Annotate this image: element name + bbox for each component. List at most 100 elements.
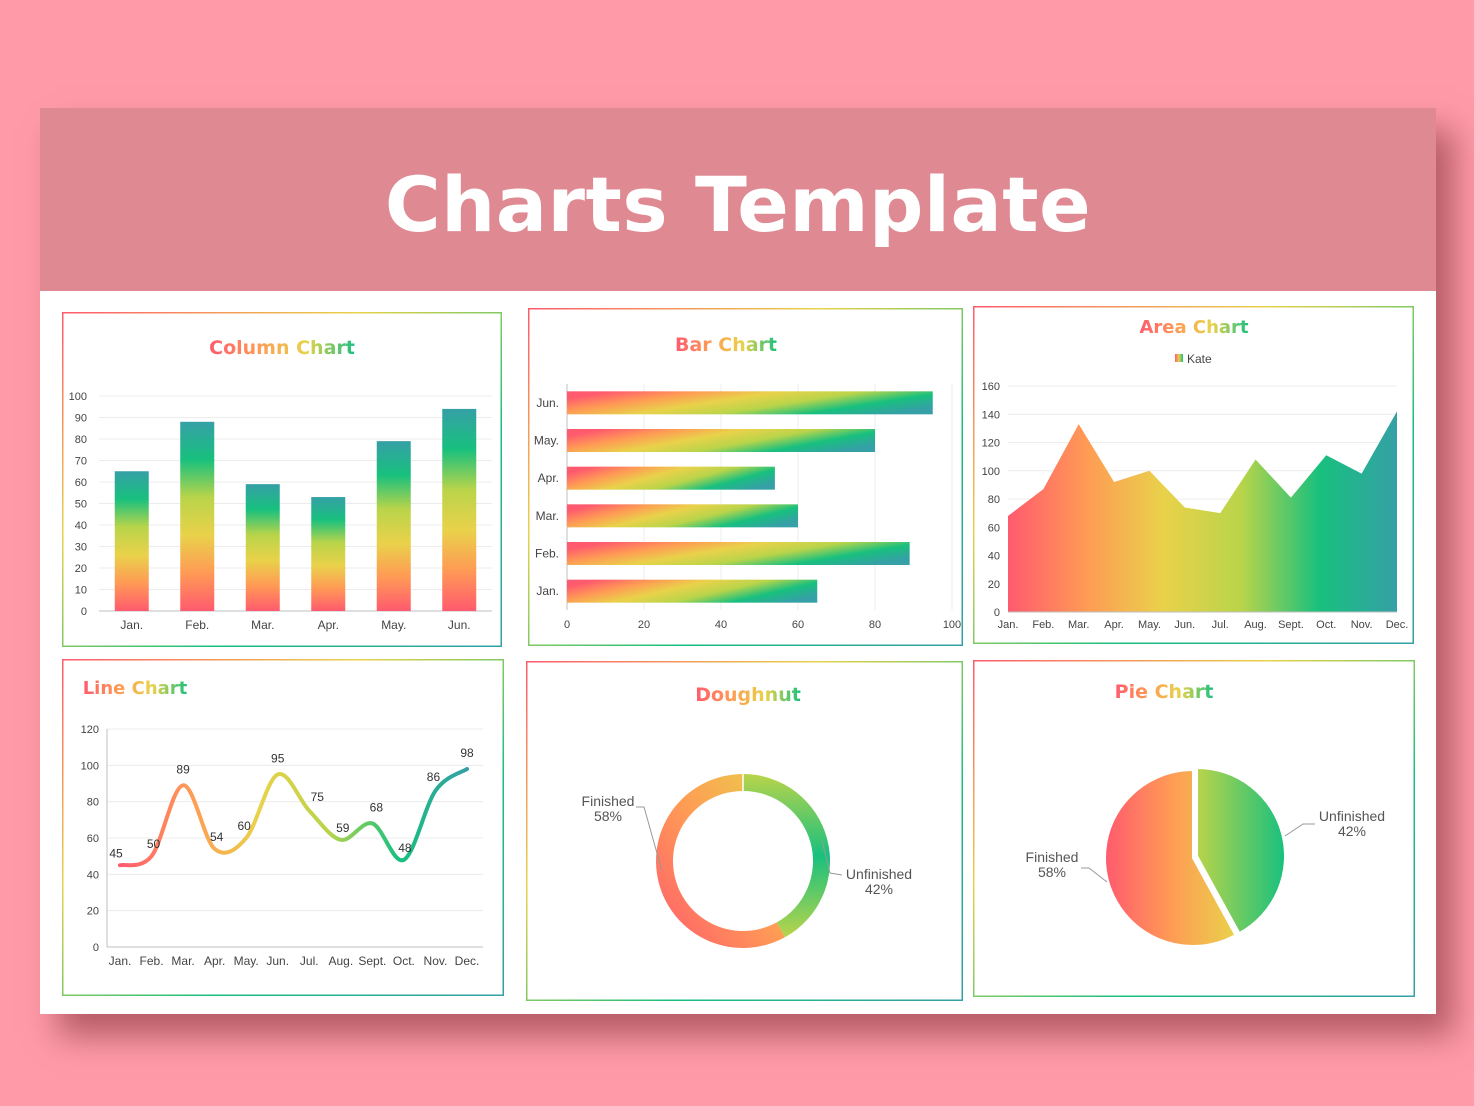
slice-value: 58%	[594, 808, 622, 824]
x-tick-label: Apr.	[318, 618, 339, 632]
leader-line-finished	[1081, 867, 1108, 883]
data-label: 54	[210, 830, 224, 844]
slide-title: Charts Template	[384, 160, 1092, 249]
y-tick-label: 10	[75, 585, 87, 597]
x-tick-label: Nov.	[424, 954, 448, 968]
area-chart: Area Chart Kate 0 20 40 60 80 100 120 140 160 Jan. F…	[973, 306, 1414, 644]
doughnut-slice-unfinished	[743, 774, 830, 938]
data-label: 50	[147, 837, 161, 851]
data-label: 68	[370, 800, 384, 814]
legend-swatch	[1175, 354, 1183, 362]
x-tick-label: May.	[1138, 619, 1161, 631]
area-series-kate	[1008, 411, 1397, 612]
slice-value: 58%	[1038, 864, 1066, 880]
x-tick-label: Mar.	[1068, 619, 1089, 631]
column-chart-panel: Column Chart 0 10 20 30 40 50 60 70 80 90 100 Jan. Fe…	[62, 312, 502, 647]
x-tick-label: Oct.	[1316, 619, 1336, 631]
doughnut-chart-panel: Doughnut Finished 58% Unfinished 42%	[526, 661, 963, 1001]
x-tick-label: Sept.	[1278, 619, 1304, 631]
x-tick-label: 40	[715, 619, 727, 631]
x-tick-label: Aug.	[1244, 619, 1267, 631]
x-tick-label: 80	[869, 619, 881, 631]
x-tick-label: Aug.	[328, 954, 353, 968]
x-tick-label: Apr.	[204, 954, 225, 968]
x-tick-label: Jan.	[120, 618, 143, 632]
slice-label: Unfinished	[846, 866, 912, 882]
x-tick-label: Jun.	[448, 618, 471, 632]
column-chart-border	[62, 312, 502, 647]
line-chart-border	[62, 659, 504, 996]
slice-value: 42%	[1338, 823, 1366, 839]
pie-slice-finished	[1104, 768, 1237, 947]
x-tick-label: May.	[234, 954, 259, 968]
y-tick-label: Feb.	[535, 547, 559, 561]
y-tick-label: 160	[982, 381, 1000, 393]
column-chart-title: Column Chart	[209, 337, 355, 359]
y-tick-label: Jan.	[536, 584, 559, 598]
horizontal-bar	[567, 579, 818, 603]
horizontal-bar	[567, 542, 910, 565]
x-tick-label: Feb.	[185, 618, 209, 632]
y-tick-label: 50	[75, 499, 87, 511]
x-tick-label: Mar.	[251, 618, 274, 632]
x-tick-label: Feb.	[140, 954, 164, 968]
x-tick-label: 60	[792, 619, 804, 631]
slice-label: Finished	[582, 793, 635, 809]
y-tick-label: Mar.	[536, 509, 559, 523]
data-label: 60	[238, 819, 252, 833]
y-tick-label: 20	[75, 563, 87, 575]
slice-value: 42%	[865, 881, 893, 897]
x-tick-label: Nov.	[1351, 619, 1373, 631]
y-tick-label: 100	[982, 466, 1000, 478]
x-tick-label: May.	[381, 618, 406, 632]
x-tick-label: Apr.	[1104, 619, 1124, 631]
line-chart: Line Chart 0 20 40 60 80 100 120 45 Jan. 50 Feb. 89 M…	[62, 659, 504, 996]
horizontal-bar	[567, 391, 933, 415]
data-label: 95	[271, 751, 285, 765]
y-tick-label: 0	[81, 606, 87, 618]
y-tick-label: 0	[93, 942, 99, 954]
line-chart-panel: Line Chart 0 20 40 60 80 100 120 45 Jan. 50 Feb. 89 M…	[62, 659, 504, 996]
x-tick-label: Jun.	[1174, 619, 1195, 631]
pie-chart-panel: Pie Chart Finished 58% Unfinished 42%	[973, 660, 1415, 997]
pie-slice-unfinished	[1196, 766, 1286, 935]
y-tick-label: 80	[87, 797, 99, 809]
data-label: 59	[336, 821, 350, 835]
doughnut-chart-title: Doughnut	[695, 684, 801, 706]
y-tick-label: 120	[982, 438, 1000, 450]
horizontal-bar	[567, 466, 775, 490]
pie-chart-title: Pie Chart	[1115, 681, 1214, 703]
column-bar	[245, 484, 280, 611]
x-tick-label: Jan.	[998, 619, 1019, 631]
y-tick-label: 0	[994, 607, 1000, 619]
column-bar	[180, 421, 215, 611]
x-tick-label: Jan.	[109, 954, 132, 968]
x-tick-label: 100	[943, 619, 961, 631]
leader-line-finished	[636, 806, 663, 872]
y-tick-label: Apr.	[538, 471, 559, 485]
y-tick-label: 80	[75, 434, 87, 446]
y-tick-label: 120	[81, 724, 99, 736]
doughnut-slice-finished	[656, 774, 785, 948]
column-bar	[114, 471, 149, 611]
y-tick-label: 60	[75, 477, 87, 489]
data-label: 45	[109, 846, 123, 860]
x-tick-label: Oct.	[393, 954, 415, 968]
horizontal-bar	[567, 504, 798, 528]
bar-chart-title: Bar Chart	[675, 334, 777, 356]
x-tick-label: Dec.	[455, 954, 480, 968]
leader-line-unfinished	[821, 840, 843, 876]
line-series	[118, 766, 469, 868]
y-tick-label: 60	[87, 833, 99, 845]
x-tick-label: 20	[638, 619, 650, 631]
y-tick-label: 100	[81, 760, 99, 772]
x-tick-label: Feb.	[1032, 619, 1054, 631]
column-bar	[376, 441, 411, 611]
y-tick-label: Jun.	[536, 396, 559, 410]
data-label: 75	[311, 790, 325, 804]
line-chart-title: Line Chart	[83, 678, 188, 699]
pie-chart-border	[973, 660, 1415, 997]
slice-label: Unfinished	[1319, 808, 1385, 824]
y-tick-label: 20	[988, 579, 1000, 591]
